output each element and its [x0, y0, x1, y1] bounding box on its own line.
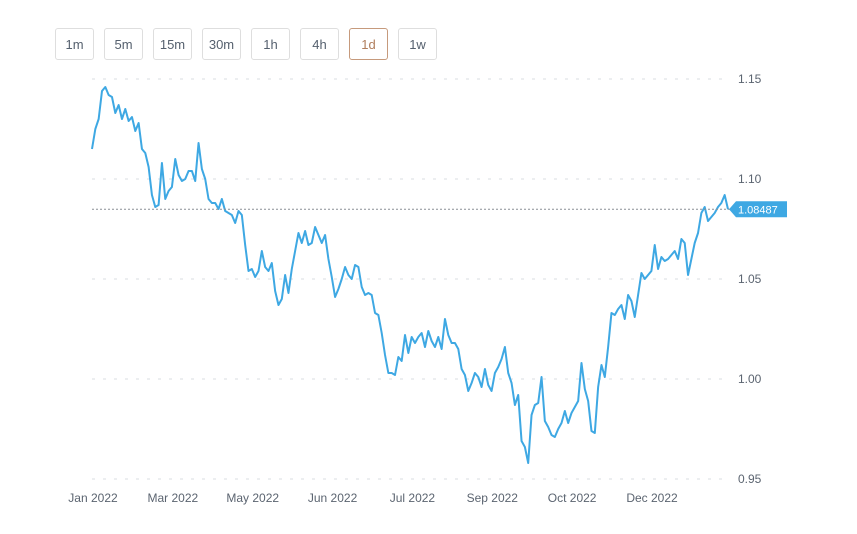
- y-tick-label: 1.10: [738, 172, 762, 186]
- x-tick-label: Oct 2022: [548, 491, 597, 505]
- current-price-tag: 1.08487: [729, 201, 787, 218]
- x-tick-label: Dec 2022: [626, 491, 678, 505]
- timeframe-1m-button[interactable]: 1m: [55, 28, 94, 60]
- x-tick-label: Jul 2022: [390, 491, 436, 505]
- x-tick-label: Mar 2022: [148, 491, 199, 505]
- chart-grid: [92, 78, 728, 480]
- timeframe-5m-button[interactable]: 5m: [104, 28, 143, 60]
- price-line: [91, 86, 729, 464]
- x-tick-label: Jan 2022: [68, 491, 118, 505]
- timeframe-1w-button[interactable]: 1w: [398, 28, 437, 60]
- timeframe-1h-button[interactable]: 1h: [251, 28, 290, 60]
- y-tick-label: 1.15: [738, 72, 762, 86]
- y-tick-label: 0.95: [738, 472, 762, 486]
- y-tick-label: 1.00: [738, 372, 762, 386]
- x-axis: Jan 2022 Mar 2022 May 2022 Jun 2022 Jul 2022…: [68, 491, 678, 505]
- timeframe-4h-button[interactable]: 4h: [300, 28, 339, 60]
- x-tick-label: Jun 2022: [308, 491, 358, 505]
- timeframe-selector: 1m 5m 15m 30m 1h 4h 1d 1w: [55, 28, 437, 60]
- x-tick-label: Sep 2022: [467, 491, 519, 505]
- timeframe-15m-button[interactable]: 15m: [153, 28, 192, 60]
- current-price-label: 1.08487: [738, 204, 778, 216]
- y-axis: 1.15 1.10 1.05 1.00 0.95: [738, 72, 762, 486]
- timeframe-1d-button[interactable]: 1d: [349, 28, 388, 60]
- y-tick-label: 1.05: [738, 272, 762, 286]
- x-tick-label: May 2022: [226, 491, 279, 505]
- price-tag-shape: [729, 201, 787, 218]
- timeframe-30m-button[interactable]: 30m: [202, 28, 241, 60]
